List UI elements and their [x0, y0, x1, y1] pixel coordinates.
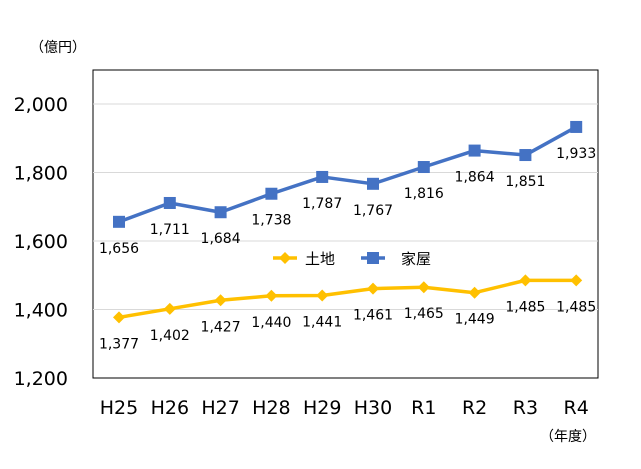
data-point-diamond — [214, 294, 227, 307]
data-point-square — [316, 170, 329, 183]
data-label: 1,485 — [505, 299, 545, 315]
data-point-square — [417, 161, 430, 174]
data-point-square — [214, 206, 227, 219]
data-label: 1,816 — [404, 186, 444, 202]
y-tick-label: 1,200 — [14, 368, 68, 390]
data-point-square — [367, 177, 379, 190]
legend-marker-diamond — [279, 252, 291, 264]
x-tick-label: H29 — [303, 397, 341, 419]
x-tick-label: H25 — [100, 397, 138, 419]
x-tick-label: R1 — [411, 397, 436, 419]
data-label: 1,465 — [404, 306, 444, 322]
x-tick-label: R4 — [564, 397, 589, 419]
data-point-diamond — [316, 289, 329, 302]
series-line — [118, 125, 578, 224]
data-label: 1,441 — [302, 314, 342, 330]
data-label: 1,402 — [150, 328, 190, 344]
x-tick-label: H28 — [252, 397, 290, 419]
y-tick-label: 1,400 — [14, 300, 68, 322]
x-tick-label: R2 — [462, 397, 487, 419]
legend-marker-square — [367, 252, 379, 264]
data-label: 1,485 — [556, 299, 596, 315]
data-label: 1,767 — [353, 203, 393, 219]
y-tick-label: 1,600 — [14, 231, 68, 253]
data-point-square — [163, 196, 176, 209]
data-label: 1,461 — [353, 308, 393, 324]
data-label: 1,427 — [201, 319, 241, 335]
x-tick-label: H26 — [151, 397, 189, 419]
data-point-diamond — [163, 302, 176, 315]
series-line — [118, 278, 577, 320]
data-point-diamond — [367, 282, 379, 295]
y-tick-label: 2,000 — [14, 94, 68, 116]
legend-label: 家屋 — [401, 250, 431, 268]
data-label: 1,684 — [201, 231, 241, 247]
y-tick-label: 1,800 — [14, 163, 68, 185]
data-label: 1,440 — [251, 315, 291, 331]
data-label: 1,449 — [455, 312, 495, 328]
data-point-square — [113, 215, 125, 228]
y-unit-label: （億円） — [30, 40, 86, 56]
data-point-square — [265, 187, 278, 200]
data-point-diamond — [570, 274, 583, 287]
data-label: 1,711 — [150, 222, 190, 238]
data-label: 1,377 — [99, 336, 139, 352]
data-point-diamond — [265, 289, 278, 302]
x-unit-label: （年度） — [540, 429, 596, 445]
legend-label: 土地 — [305, 250, 335, 268]
data-point-square — [468, 144, 481, 157]
data-point-square — [570, 120, 583, 133]
data-point-diamond — [468, 286, 481, 299]
data-label: 1,787 — [302, 196, 342, 212]
data-label: 1,851 — [505, 174, 545, 190]
data-label: 1,864 — [455, 170, 495, 186]
legend: 土地 家屋 — [273, 250, 431, 268]
plot-area — [92, 69, 599, 379]
data-point-square — [519, 149, 532, 162]
data-label: 1,656 — [99, 241, 139, 257]
data-point-diamond — [519, 274, 532, 287]
data-label: 1,738 — [251, 213, 291, 229]
data-point-diamond — [417, 281, 430, 294]
data-label: 1,933 — [556, 146, 596, 162]
x-tick-label: H30 — [354, 397, 392, 419]
x-tick-label: R3 — [513, 397, 538, 419]
x-tick-label: H27 — [201, 397, 239, 419]
data-point-diamond — [113, 311, 125, 324]
